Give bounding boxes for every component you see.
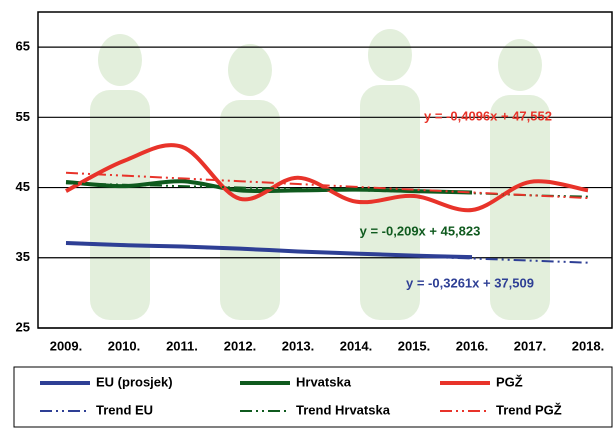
x-tick-label: 2016. <box>456 338 489 353</box>
x-tick-label: 2009. <box>50 338 83 353</box>
legend-label: Hrvatska <box>296 374 352 389</box>
y-tick-label: 45 <box>16 179 30 194</box>
equation-annotation: y = -0,4096x + 47,552 <box>424 108 552 123</box>
y-tick-label: 65 <box>16 39 30 54</box>
x-tick-label: 2011. <box>166 338 198 353</box>
x-tick-label: 2013. <box>282 338 315 353</box>
equation-annotation: y = -0,209x + 45,823 <box>360 223 481 238</box>
y-tick-label: 35 <box>16 249 30 264</box>
legend-label: Trend Hrvatska <box>296 402 391 417</box>
x-tick-label: 2017. <box>514 338 547 353</box>
x-tick-label: 2015. <box>398 338 431 353</box>
x-tick-label: 2014. <box>340 338 373 353</box>
x-tick-label: 2010. <box>108 338 141 353</box>
chart: 25 35 45 55 65 2009. 2010. 2011. 2012. 2013. 2014.… <box>0 0 616 429</box>
legend-label: EU (prosjek) <box>96 374 173 389</box>
x-tick-label: 2018. <box>572 338 605 353</box>
legend-label: Trend PGŽ <box>496 402 562 417</box>
y-tick-label: 55 <box>16 109 30 124</box>
legend-label: PGŽ <box>496 374 523 389</box>
y-tick-label: 25 <box>16 319 30 334</box>
legend-label: Trend EU <box>96 402 153 417</box>
equation-annotation: y = -0,3261x + 37,509 <box>406 275 534 290</box>
x-tick-label: 2012. <box>224 338 257 353</box>
